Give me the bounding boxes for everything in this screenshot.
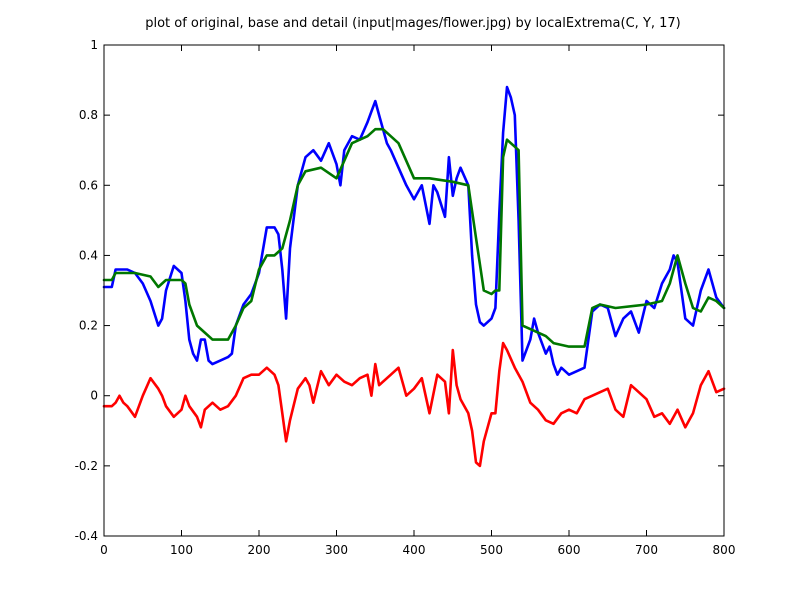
x-tick-label-7: 700 bbox=[635, 543, 658, 557]
y-tick-label-7: 1 bbox=[90, 38, 98, 52]
y-tick-label-6: 0.8 bbox=[79, 108, 98, 122]
x-tick-label-3: 300 bbox=[325, 543, 348, 557]
x-tick-label-4: 400 bbox=[403, 543, 426, 557]
y-tick-label-2: 0 bbox=[90, 389, 98, 403]
x-tick-label-1: 100 bbox=[170, 543, 193, 557]
y-tick-label-4: 0.4 bbox=[79, 248, 98, 262]
x-tick-label-5: 500 bbox=[480, 543, 503, 557]
chart-title: plot of original, base and detail (input… bbox=[145, 16, 681, 31]
plot-frame bbox=[103, 44, 725, 537]
series-line-2 bbox=[102, 341, 726, 468]
series-line-1 bbox=[102, 127, 726, 348]
x-tick-label-2: 200 bbox=[248, 543, 271, 557]
x-tick-label-8: 800 bbox=[713, 543, 736, 557]
y-tick-label-1: -0.2 bbox=[75, 459, 98, 473]
x-axis: 0 100 200 300 400 500 600 700 800 bbox=[100, 45, 735, 557]
y-tick-label-0: -0.4 bbox=[75, 529, 98, 543]
series-line-0 bbox=[102, 85, 726, 376]
y-tick-label-3: 0.2 bbox=[79, 319, 98, 333]
y-axis: -0.4 -0.2 0 0.2 0.4 0.6 0.8 1 bbox=[75, 38, 724, 543]
series-layer bbox=[102, 85, 726, 468]
x-tick-label-6: 600 bbox=[558, 543, 581, 557]
y-tick-label-5: 0.6 bbox=[79, 178, 98, 192]
x-tick-label-0: 0 bbox=[100, 543, 108, 557]
